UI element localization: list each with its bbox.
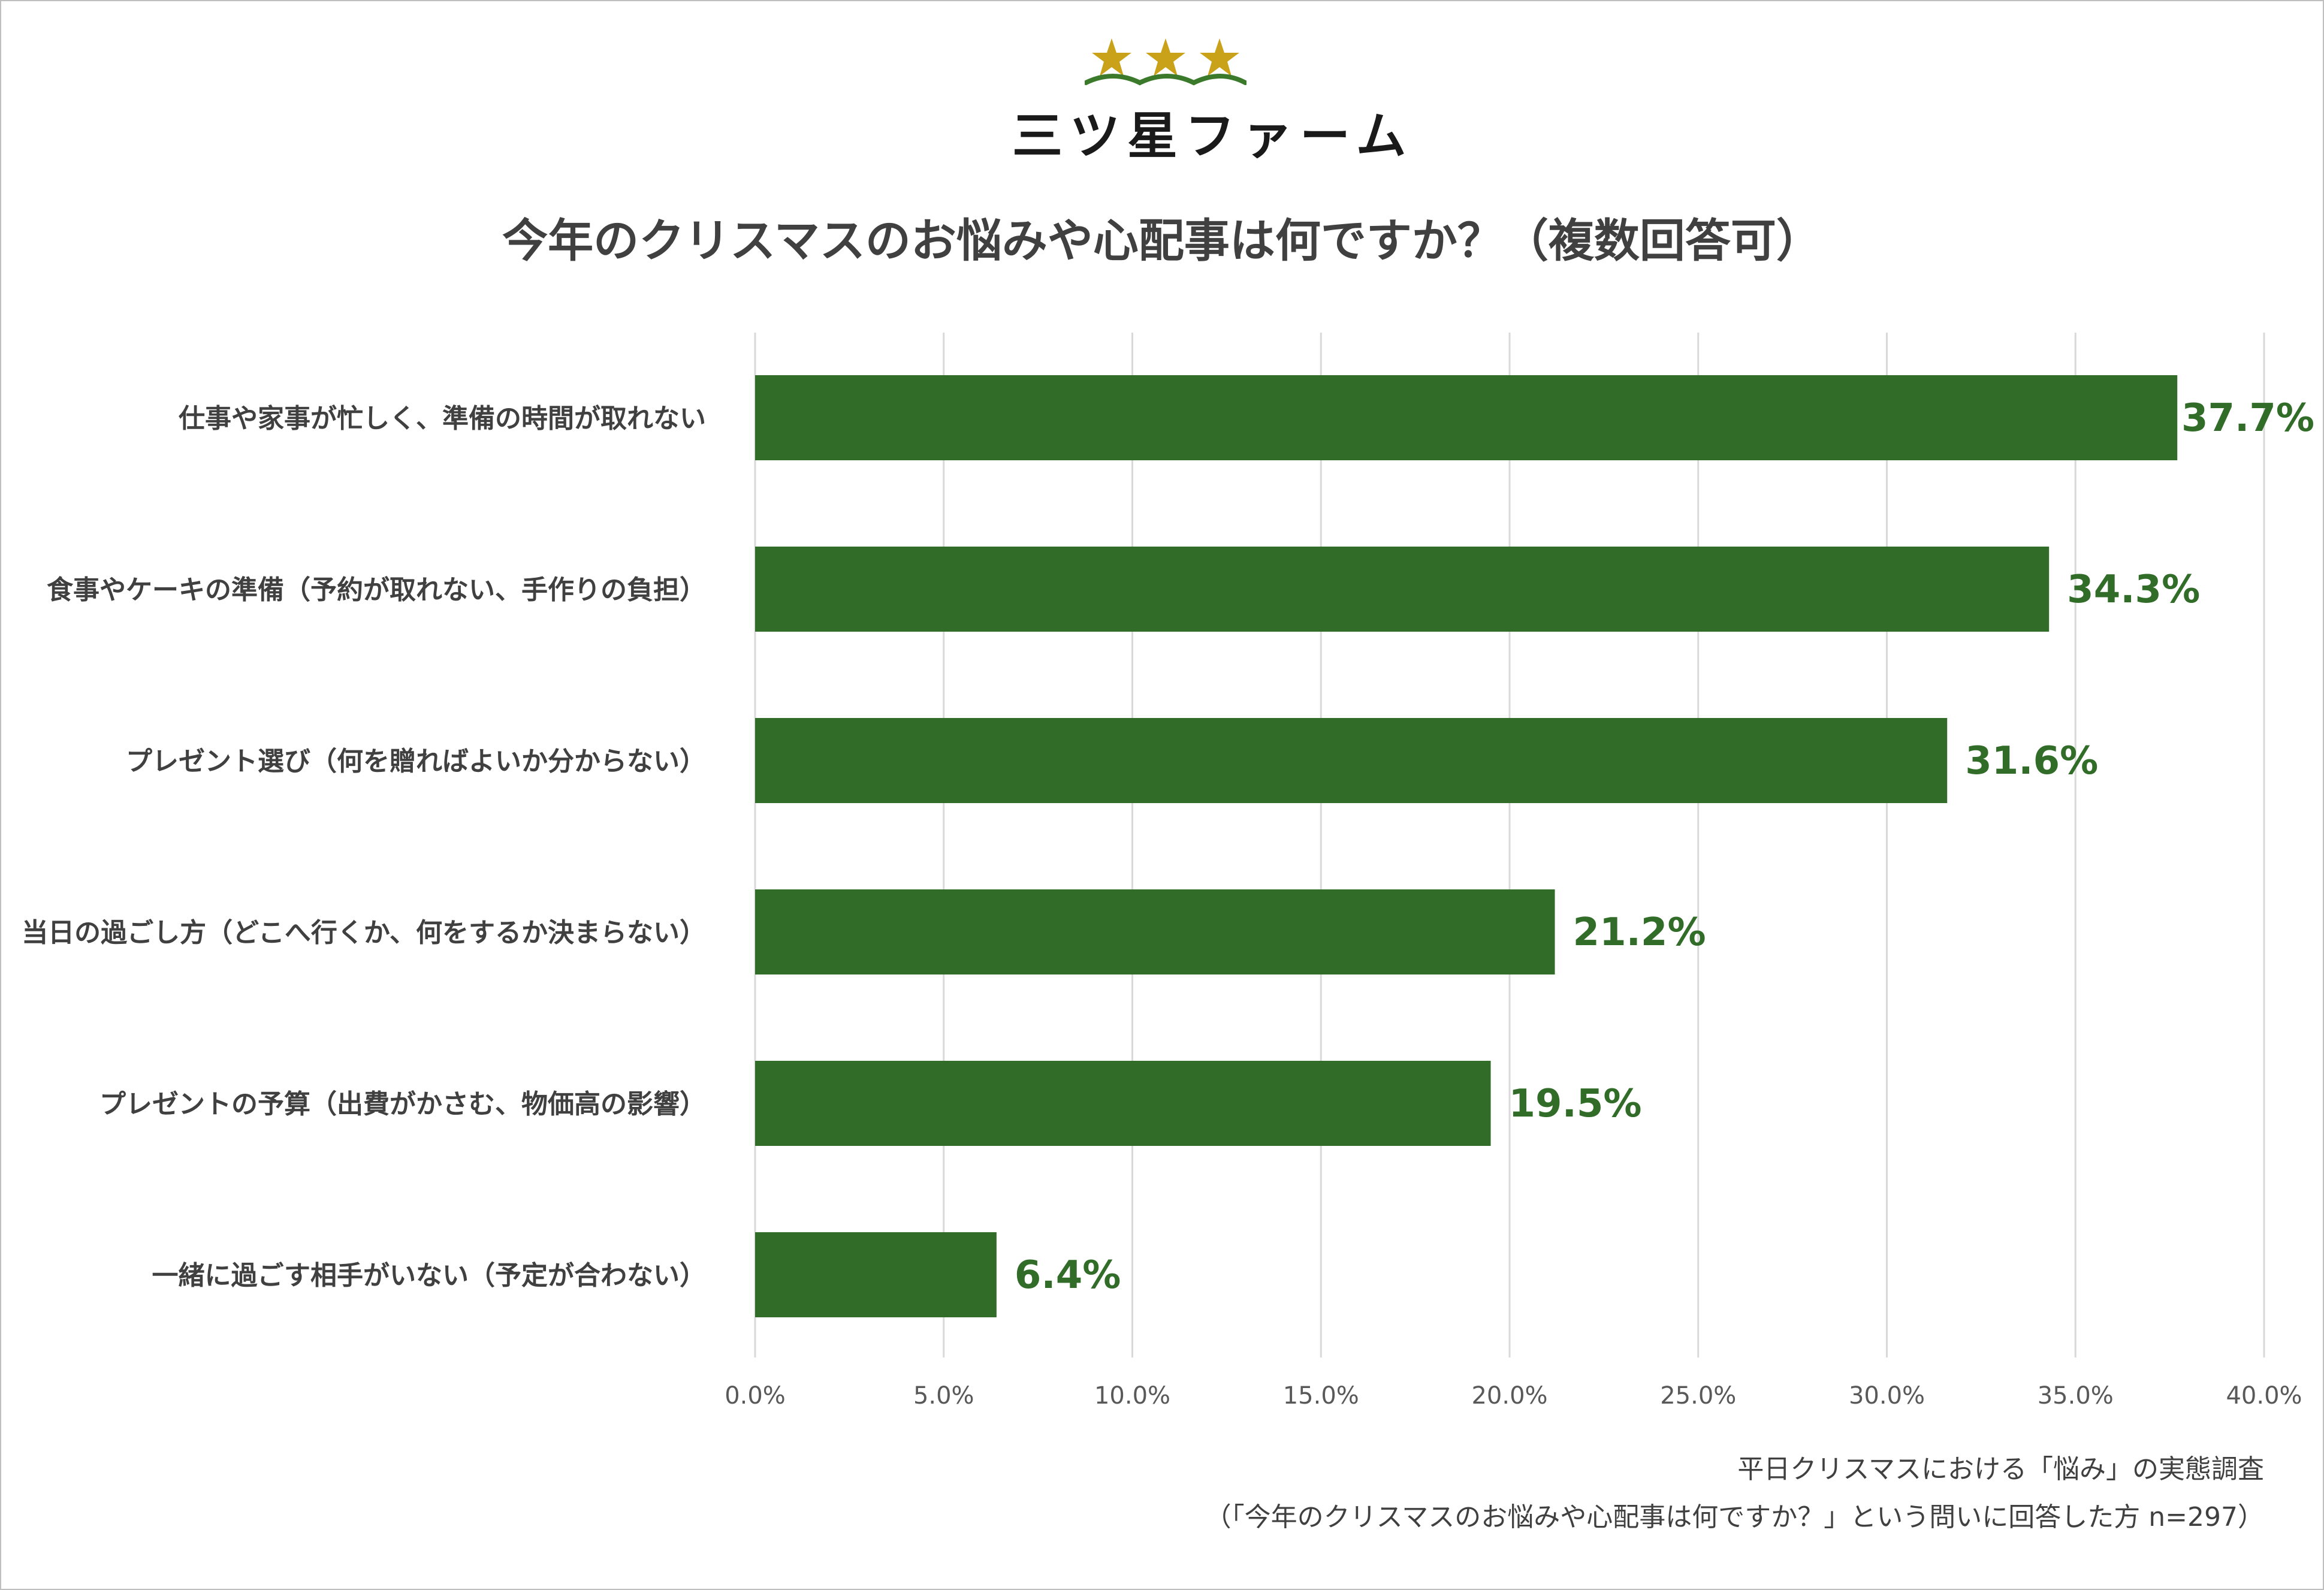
x-tick-label: 40.0% bbox=[2226, 1382, 2302, 1410]
x-tick-label: 15.0% bbox=[1283, 1382, 1359, 1410]
value-label: 19.5% bbox=[1509, 1082, 1642, 1126]
footnote-survey: 平日クリスマスにおける「悩み」の実態調査 bbox=[1737, 1454, 2264, 1485]
logo-star-icon bbox=[1146, 38, 1185, 76]
x-tick-label: 35.0% bbox=[2038, 1382, 2114, 1410]
category-label: プレゼントの予算（出費がかさむ、物価高の影響） bbox=[99, 1089, 706, 1120]
grid-lines bbox=[754, 333, 2265, 1357]
value-label: 37.7% bbox=[2181, 396, 2314, 441]
x-tick-label: 25.0% bbox=[1660, 1382, 1736, 1410]
value-label: 34.3% bbox=[2067, 568, 2200, 612]
x-tick-label: 10.0% bbox=[1094, 1382, 1170, 1410]
value-label: 31.6% bbox=[1965, 739, 2098, 783]
chart-title: 今年のクリスマスのお悩みや心配事は何ですか？（複数回答可） bbox=[502, 214, 1822, 267]
logo-star-icon bbox=[1200, 38, 1239, 76]
footnote-sample: （「今年のクリスマスのお悩みや心配事は何ですか？」という問いに回答した方 n=2… bbox=[1205, 1502, 2264, 1532]
category-label: プレゼント選び（何を贈ればよいか分からない） bbox=[126, 746, 706, 777]
category-label: 食事やケーキの準備（予約が取れない、手作りの負担） bbox=[47, 575, 706, 605]
x-tick-label: 5.0% bbox=[913, 1382, 974, 1410]
category-label: 仕事や家事が忙しく、準備の時間が取れない bbox=[179, 403, 706, 434]
x-tick-label: 20.0% bbox=[1471, 1382, 1547, 1410]
labels: 0.0% 5.0% 10.0% 15.0% 20.0% 25.0% 30.0% 35.0% 40… bbox=[22, 396, 2314, 1410]
brand-logo-icon bbox=[1085, 38, 1246, 86]
x-tick-label: 30.0% bbox=[1849, 1382, 1925, 1410]
bar bbox=[755, 547, 2050, 632]
value-label: 21.2% bbox=[1573, 910, 1706, 955]
bars bbox=[755, 375, 2178, 1317]
category-label: 一緒に過ごす相手がいない（予定が合わない） bbox=[152, 1260, 706, 1291]
bar bbox=[755, 889, 1555, 974]
x-tick-label: 0.0% bbox=[725, 1382, 786, 1410]
category-label: 当日の過ごし方（どこへ行くか、何をするか決まらない） bbox=[22, 918, 706, 948]
bar bbox=[755, 375, 2178, 460]
logo-wave-icon bbox=[1085, 74, 1246, 86]
bar bbox=[755, 1232, 997, 1317]
value-label: 6.4% bbox=[1015, 1253, 1121, 1298]
bar bbox=[755, 718, 1948, 803]
logo-star-icon bbox=[1092, 38, 1131, 76]
bar bbox=[755, 1061, 1491, 1146]
